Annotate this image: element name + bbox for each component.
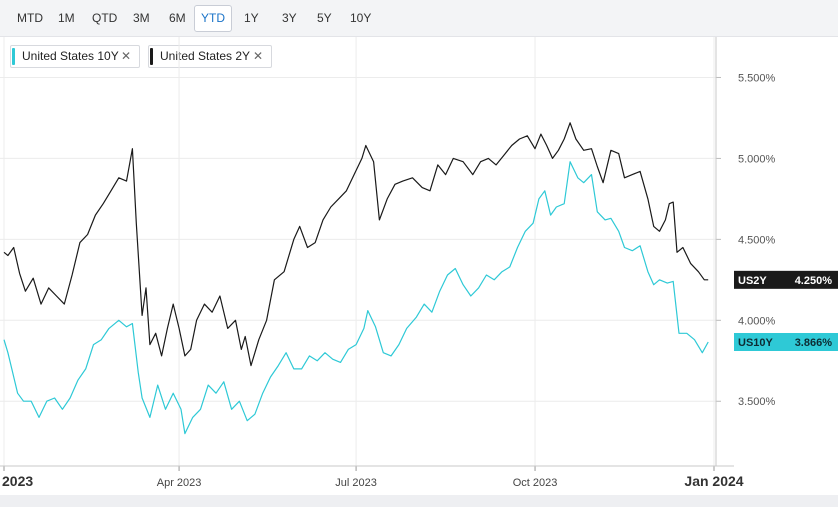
last-value-code: US10Y	[738, 337, 774, 349]
us2y-color-swatch	[150, 48, 153, 65]
x-tick-label: Oct 2023	[513, 477, 558, 489]
us10y-color-swatch	[12, 48, 15, 65]
y-tick-label: 3.500%	[738, 396, 776, 408]
remove-us10y-icon[interactable]: ✕	[120, 49, 131, 63]
y-tick-label: 5.500%	[738, 72, 776, 84]
last-value-number: 4.250%	[795, 275, 833, 287]
range-button-mtd[interactable]: MTD	[17, 11, 43, 25]
series-line-us2y	[3, 122, 709, 367]
bottom-scroll-strip	[0, 495, 838, 507]
y-tick-label: 5.000%	[738, 153, 776, 165]
range-button-ytd[interactable]: YTD	[194, 5, 232, 32]
range-button-qtd[interactable]: QTD	[92, 11, 118, 25]
last-value-tag-us2y	[734, 270, 838, 289]
range-button-6m[interactable]: 6M	[169, 11, 186, 25]
time-range-bar: MTD 1M QTD 3M 6M YTD 1Y 3Y 5Y 10Y	[0, 0, 838, 37]
x-tick-label: Apr 2023	[157, 477, 202, 489]
last-value-code: US2Y	[738, 275, 767, 287]
range-button-5y[interactable]: 5Y	[317, 11, 332, 25]
range-button-3m[interactable]: 3M	[133, 11, 150, 25]
x-tick-label: Jul 2023	[335, 477, 377, 489]
range-button-1y[interactable]: 1Y	[244, 11, 259, 25]
last-value-number: 3.866%	[795, 337, 833, 349]
remove-us2y-icon[interactable]: ✕	[252, 49, 263, 63]
x-tick-label: Jan 2024	[684, 473, 743, 489]
legend-chip-us10y[interactable]: United States 10Y ✕	[10, 45, 140, 68]
last-value-tag-us10y	[734, 332, 838, 351]
us2y-legend-label: United States 2Y	[160, 49, 251, 63]
us10y-legend-label: United States 10Y	[22, 49, 119, 63]
x-tick-label: 2023	[2, 473, 33, 489]
y-tick-label: 4.500%	[738, 234, 776, 246]
range-button-10y[interactable]: 10Y	[350, 11, 372, 25]
y-tick-label: 4.000%	[738, 315, 776, 327]
range-button-3y[interactable]: 3Y	[282, 11, 297, 25]
range-button-1m[interactable]: 1M	[58, 11, 75, 25]
series-line-us10y	[3, 161, 709, 435]
